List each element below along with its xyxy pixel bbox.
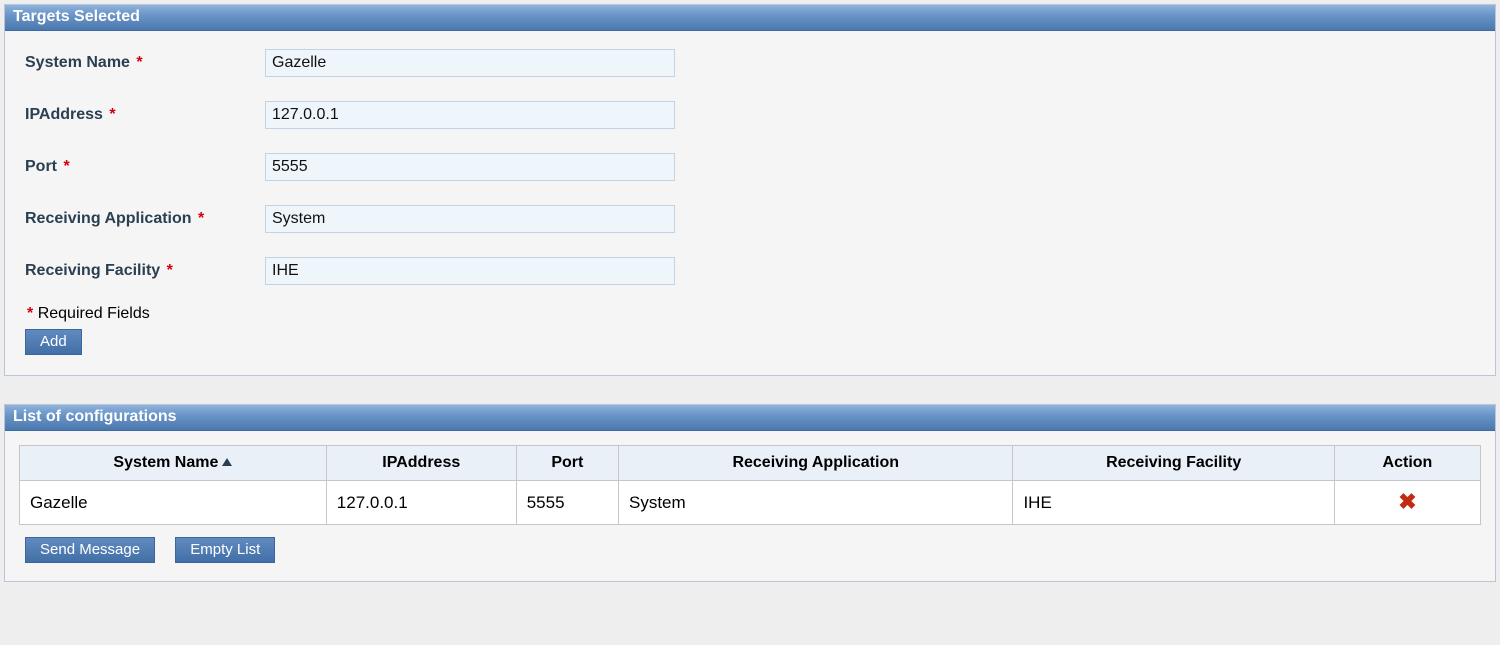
system-name-label: System Name * — [25, 54, 265, 72]
required-asterisk: * — [136, 54, 142, 71]
send-message-button[interactable]: Send Message — [25, 537, 155, 563]
receiving-facility-label: Receiving Facility * — [25, 262, 265, 280]
configurations-header-row: System Name IPAddress Port Receiving Applic… — [20, 446, 1481, 481]
cell-recv_app: System — [618, 481, 1012, 525]
required-asterisk: * — [167, 262, 173, 279]
port-row: Port * — [25, 153, 1475, 181]
col-header-recv_app[interactable]: Receiving Application — [618, 446, 1012, 481]
cell-ip_address: 127.0.0.1 — [326, 481, 516, 525]
ip-address-input[interactable] — [265, 101, 675, 129]
ip-address-row: IPAddress * — [25, 101, 1475, 129]
port-input[interactable] — [265, 153, 675, 181]
col-header-ip_address[interactable]: IPAddress — [326, 446, 516, 481]
col-header-system_name[interactable]: System Name — [20, 446, 327, 481]
required-fields-text: Required Fields — [38, 305, 150, 322]
required-fields-note: * Required Fields — [25, 305, 1475, 323]
col-header-label: Port — [551, 454, 583, 471]
configurations-header: List of configurations — [5, 405, 1495, 431]
action-cell: ✖ — [1334, 481, 1480, 525]
targets-selected-header: Targets Selected — [5, 5, 1495, 31]
col-header-port[interactable]: Port — [516, 446, 618, 481]
system-name-row: System Name * — [25, 49, 1475, 77]
col-header-label: System Name — [113, 454, 218, 471]
col-header-label: Receiving Facility — [1106, 454, 1241, 471]
sort-asc-icon — [222, 458, 232, 466]
configurations-panel: List of configurations System Name IPAddr… — [4, 404, 1496, 582]
cell-recv_fac: IHE — [1013, 481, 1334, 525]
col-header-label: Receiving Application — [732, 454, 899, 471]
configurations-table: System Name IPAddress Port Receiving Applic… — [19, 445, 1481, 525]
port-label: Port * — [25, 158, 265, 176]
empty-list-button[interactable]: Empty List — [175, 537, 275, 563]
targets-selected-panel: Targets Selected System Name * IPAddress… — [4, 4, 1496, 376]
receiving-application-label-text: Receiving Application — [25, 210, 192, 227]
configurations-body: System Name IPAddress Port Receiving Applic… — [5, 431, 1495, 581]
receiving-application-input[interactable] — [265, 205, 675, 233]
required-asterisk: * — [27, 305, 33, 322]
receiving-application-label: Receiving Application * — [25, 210, 265, 228]
receiving-facility-input[interactable] — [265, 257, 675, 285]
add-button[interactable]: Add — [25, 329, 82, 355]
required-asterisk: * — [109, 106, 115, 123]
col-header-label: Action — [1383, 454, 1433, 471]
col-header-action[interactable]: Action — [1334, 446, 1480, 481]
configurations-tbody: Gazelle127.0.0.15555SystemIHE ✖ — [20, 481, 1481, 525]
required-asterisk: * — [198, 210, 204, 227]
ip-address-label: IPAddress * — [25, 106, 265, 124]
system-name-label-text: System Name — [25, 54, 130, 71]
receiving-facility-row: Receiving Facility * — [25, 257, 1475, 285]
targets-selected-body: System Name * IPAddress * Port * Receivi… — [5, 31, 1495, 375]
required-asterisk: * — [63, 158, 69, 175]
col-header-label: IPAddress — [382, 454, 460, 471]
receiving-application-row: Receiving Application * — [25, 205, 1475, 233]
table-row: Gazelle127.0.0.15555SystemIHE ✖ — [20, 481, 1481, 525]
delete-icon[interactable]: ✖ — [1398, 489, 1416, 514]
cell-system_name: Gazelle — [20, 481, 327, 525]
cell-port: 5555 — [516, 481, 618, 525]
system-name-input[interactable] — [265, 49, 675, 77]
ip-address-label-text: IPAddress — [25, 106, 103, 123]
col-header-recv_fac[interactable]: Receiving Facility — [1013, 446, 1334, 481]
receiving-facility-label-text: Receiving Facility — [25, 262, 160, 279]
port-label-text: Port — [25, 158, 57, 175]
configurations-button-row: Send Message Empty List — [19, 537, 1481, 563]
